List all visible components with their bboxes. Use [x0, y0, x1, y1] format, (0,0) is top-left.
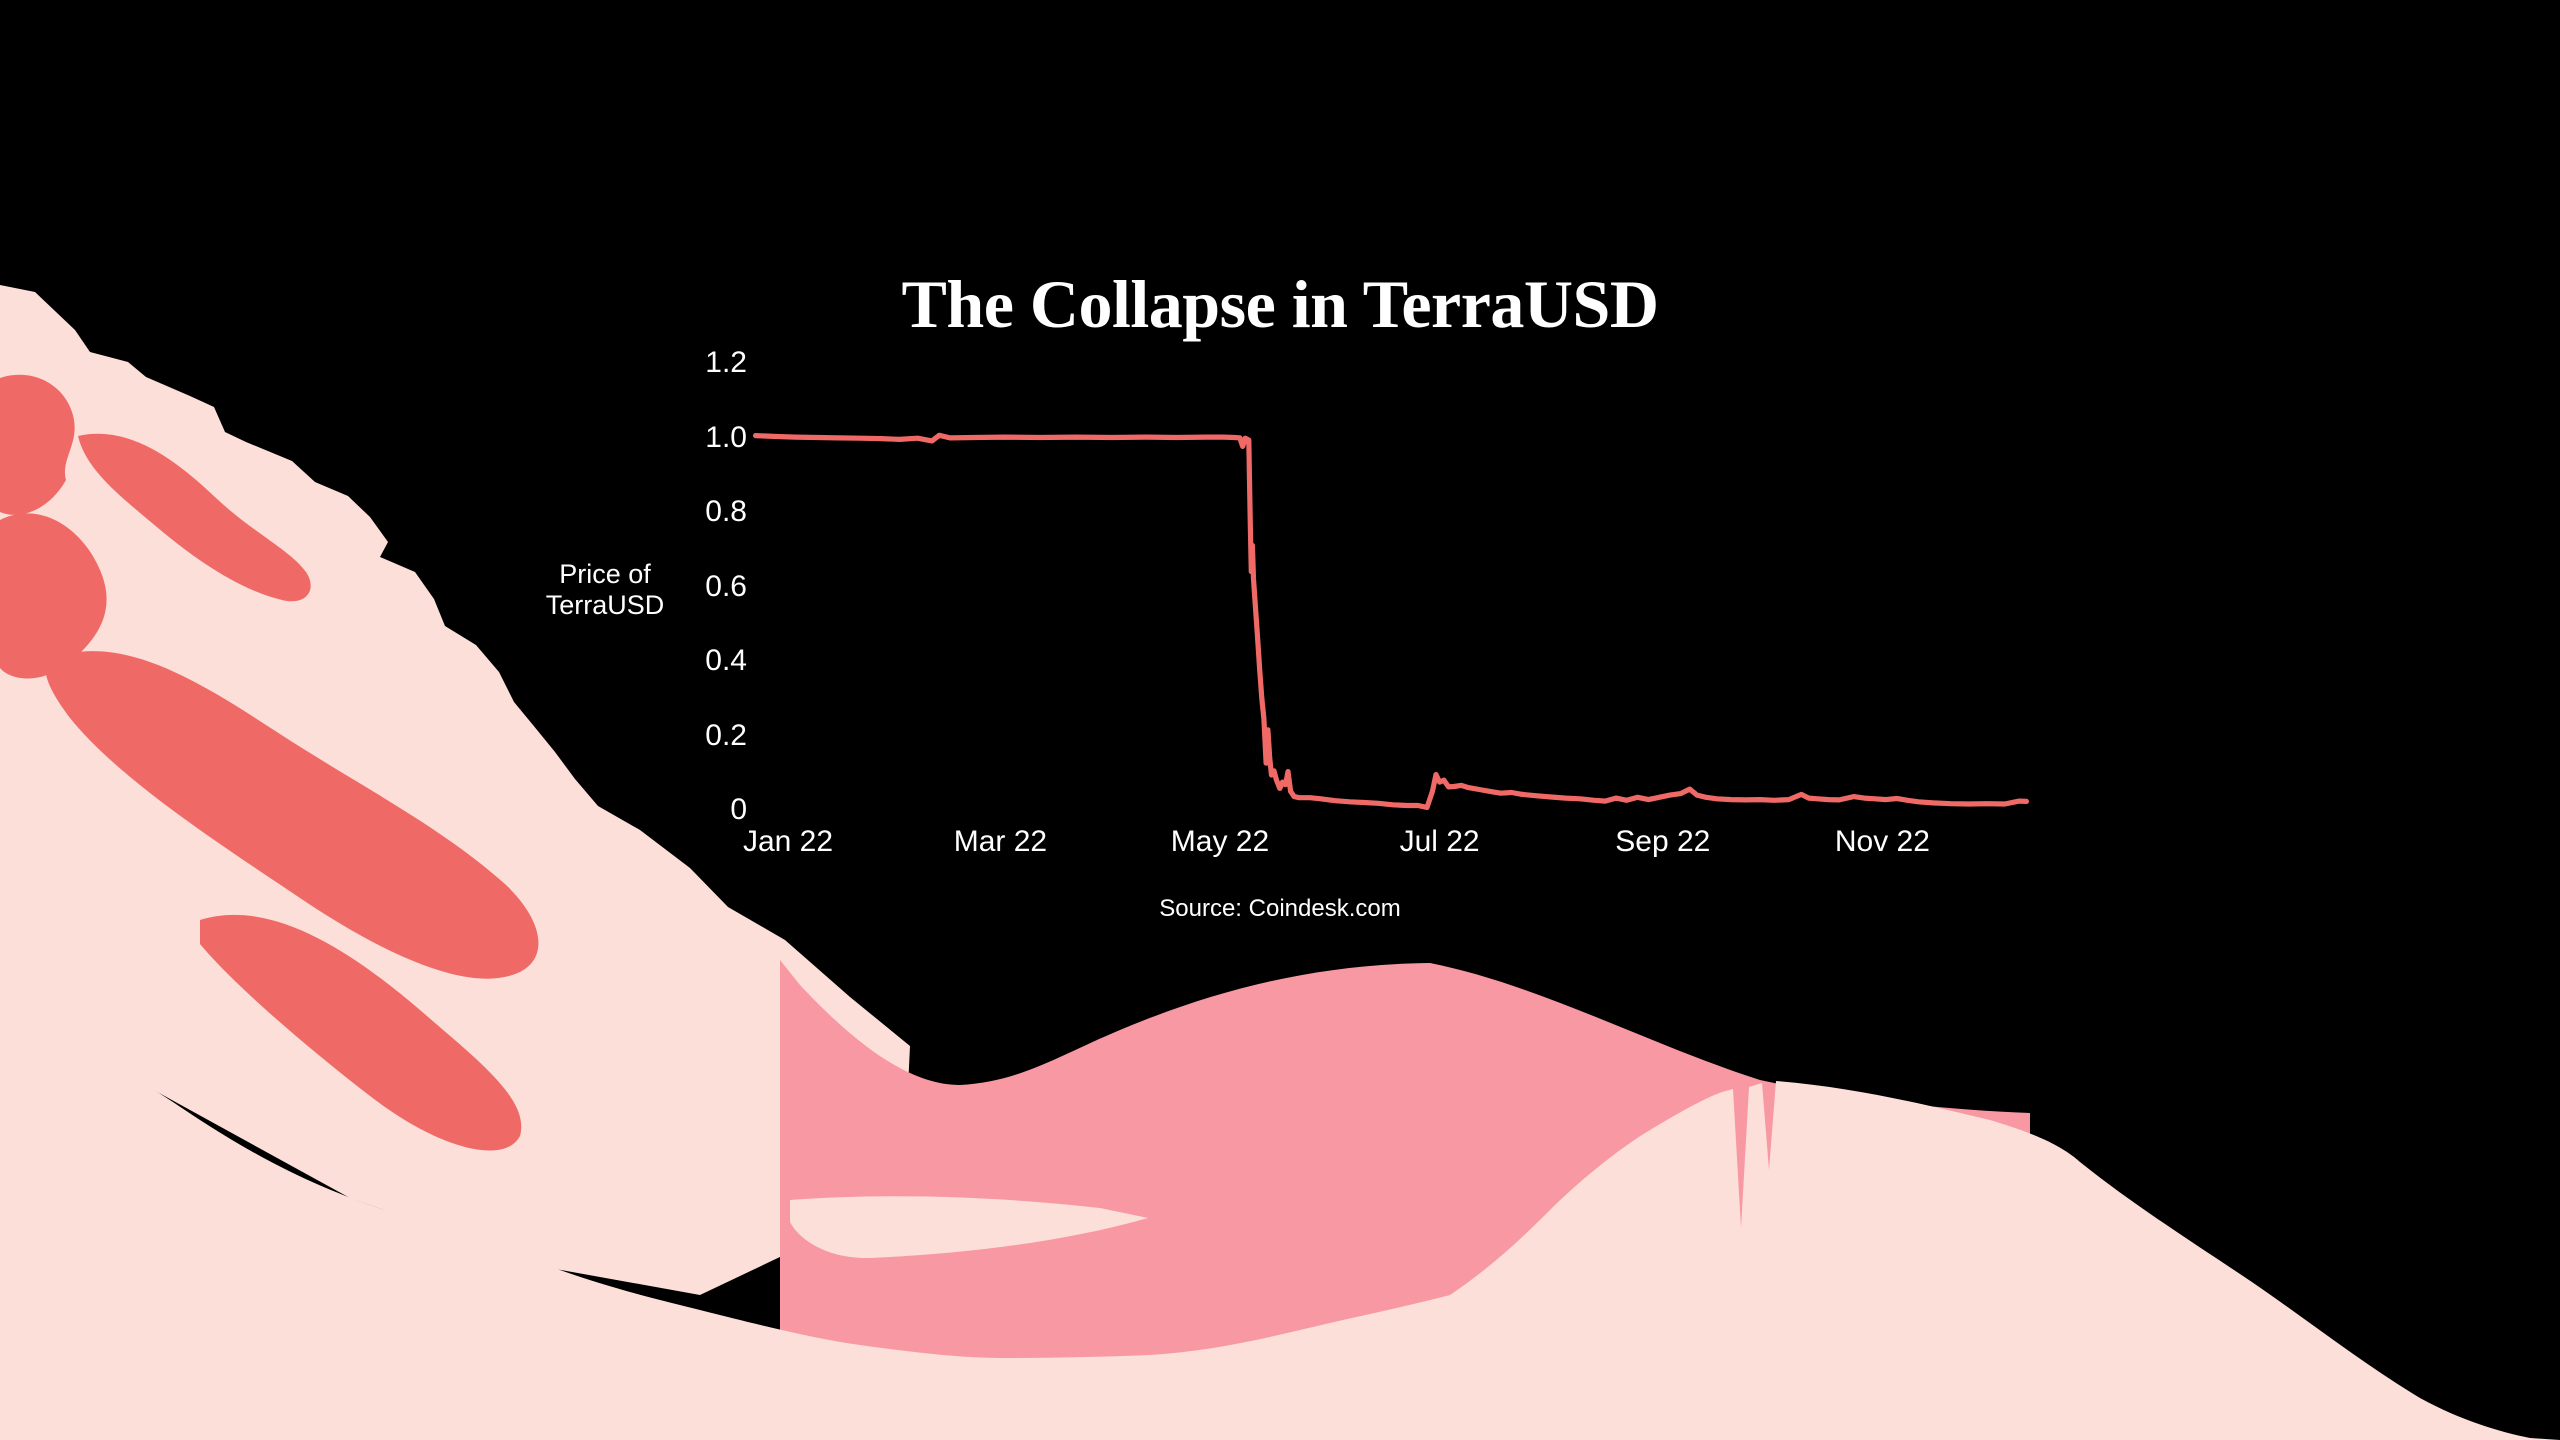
coral-patch [0, 513, 107, 679]
source-note: Source: Coindesk.com [1159, 895, 1401, 922]
price-line-series [753, 432, 2029, 810]
y-tick-label: 0.8 [705, 495, 747, 528]
coral-patch [0, 374, 75, 515]
x-tick-label: Nov 22 [1834, 825, 1930, 858]
light-tongue-shape [790, 1196, 1148, 1259]
y-axis-label-line2: TerraUSD [545, 590, 665, 620]
x-tick-label: Mar 22 [953, 825, 1048, 858]
y-tick-label: 1.0 [705, 420, 747, 454]
coral-patch [45, 651, 539, 979]
y-axis-label: Price of TerraUSD [483, 559, 727, 621]
y-tick-label: 0.6 [705, 569, 747, 603]
x-tick-label: Jan 22 [742, 825, 834, 858]
chart-title: The Collapse in TerraUSD [901, 266, 1659, 342]
x-tick-label: Sep 22 [1615, 825, 1711, 858]
y-tick-label: 1.2 [705, 346, 747, 379]
coral-patch [200, 914, 522, 1151]
front-wave-shape [0, 995, 2560, 1440]
y-axis-label-line1: Price of [559, 559, 651, 589]
x-tick-label: May 22 [1170, 825, 1270, 858]
x-tick-label: Jul 22 [1399, 825, 1480, 858]
y-tick-label: 0.2 [705, 718, 747, 752]
y-tick-label: 0 [730, 793, 747, 826]
coral-patch [78, 433, 311, 602]
y-tick-label: 0.4 [705, 644, 747, 677]
